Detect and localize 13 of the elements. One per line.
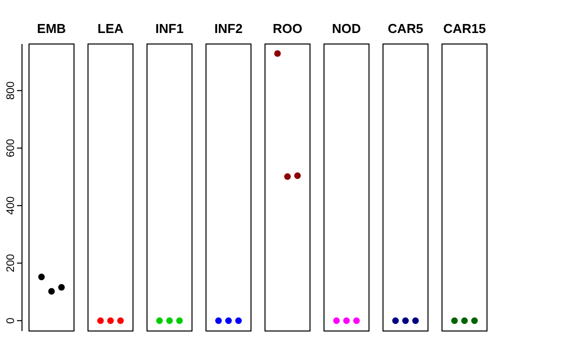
x-tick-label: EMB bbox=[37, 21, 66, 36]
x-tick-label: INF2 bbox=[214, 21, 243, 36]
y-tick-label: 600 bbox=[5, 138, 17, 158]
y-tick-label: 200 bbox=[5, 254, 17, 272]
x-tick-label: CAR5 bbox=[388, 21, 424, 36]
x-tick-label: INF1 bbox=[155, 21, 184, 36]
y-tick-label: 400 bbox=[5, 196, 17, 215]
y-tick-label: 0 bbox=[5, 318, 17, 324]
x-tick-label: ROO bbox=[272, 21, 302, 36]
x-tick-label: NOD bbox=[332, 21, 361, 36]
y-tick-label: 800 bbox=[5, 81, 17, 100]
x-tick-label: LEA bbox=[98, 21, 124, 36]
x-tick-label: CAR15 bbox=[443, 21, 486, 36]
